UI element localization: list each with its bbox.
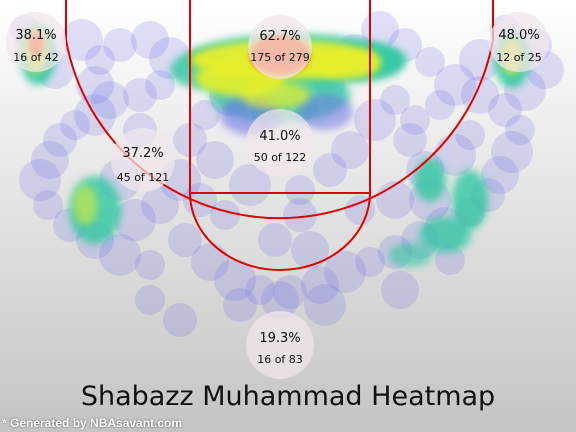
shot-bubble [91,81,129,119]
chart-title: Shabazz Muhammad Heatmap [80,381,496,412]
shot-bubble [434,64,476,106]
density-blob [419,217,471,253]
shot-bubble [245,275,275,305]
three-point-line [65,0,494,220]
shot-bubble [135,250,165,280]
shot-bubble [223,288,257,322]
shot-bubble [76,66,114,104]
density-blob [310,51,380,79]
zone-percentage: 19.3% [259,331,300,346]
zone-left-corner: 38.1% 16 of 42 [6,12,66,72]
shot-bubble [354,99,396,141]
zone-labels: 38.1% 16 of 42 62.7% 175 of 279 48.0% 12 of 2… [6,12,549,379]
shot-bubble [196,141,234,179]
density-blob [297,94,353,130]
shot-bubble [505,115,535,145]
shot-bubble [285,175,315,205]
shot-bubble [190,100,220,130]
density-blob [388,243,432,267]
shot-bubble [60,110,90,140]
shot-bubbles [10,11,564,337]
zone-circle [248,15,312,79]
zone-above-break-three: 19.3% 16 of 83 [246,311,314,379]
shot-bubble [434,134,476,176]
shot-bubble [313,153,347,187]
zone-right-corner: 48.0% 12 of 25 [489,12,549,72]
shot-bubble [481,156,519,194]
shot-bubble [85,45,115,75]
zone-percentage: 41.0% [259,129,300,144]
shot-bubble [210,200,240,230]
shot-bubble [425,90,455,120]
shot-bubble [393,123,427,157]
court-lines [65,0,494,271]
zone-percentage: 37.2% [122,146,163,161]
shot-bubble [291,231,329,269]
shot-bubble [141,186,179,224]
shot-bubble [61,19,103,61]
shot-bubble [488,93,522,127]
shot-bubble [31,141,69,179]
zone-restricted-area: 62.7% 175 of 279 [248,15,312,79]
shot-bubble [304,284,346,326]
zone-percentage: 38.1% [15,28,56,43]
shot-bubble [103,28,137,62]
density-blob [452,170,488,230]
shot-bubble [214,259,256,301]
shot-bubble [491,131,533,173]
shot-bubble [135,285,165,315]
shot-bubble [145,70,175,100]
zone-left-midrange: 37.2% 45 of 121 [111,128,175,192]
zone-made-attempts: 45 of 121 [117,171,170,184]
shot-bubble [380,85,410,115]
shot-bubble [258,223,292,257]
shot-bubble [415,47,445,77]
shot-bubble [19,159,61,201]
zone-circle [489,12,549,72]
density-blob [73,185,97,225]
zone-paint: 41.0% 50 of 122 [246,109,314,177]
zone-made-attempts: 16 of 42 [13,51,59,64]
shot-bubble [99,234,141,276]
shot-bubble [345,195,375,225]
zone-circle [111,128,175,192]
shot-bubble [381,271,419,309]
shot-bubble [355,247,385,277]
shot-bubble [191,243,229,281]
density-blob [414,158,446,202]
shot-bubble [229,164,271,206]
zone-made-attempts: 16 of 83 [257,353,303,366]
shot-bubble [400,105,430,135]
zone-made-attempts: 175 of 279 [250,51,310,64]
shot-bubble [43,123,77,157]
zone-made-attempts: 12 of 25 [496,51,542,64]
shot-bubble [331,131,369,169]
shot-bubble [301,266,339,304]
shot-bubble [455,120,485,150]
zone-made-attempts: 50 of 122 [254,151,307,164]
density-blob [240,81,310,109]
zone-circle [246,311,314,379]
shot-bubble [376,181,414,219]
shot-bubble [261,281,299,319]
zone-percentage: 48.0% [498,28,539,43]
zone-circle [6,12,66,72]
shot-bubble [168,223,202,257]
shot-bubble [123,78,157,112]
zone-percentage: 62.7% [259,29,300,44]
shot-bubble [273,275,307,309]
shot-bubble [114,199,156,241]
credit-text: * Generated by NBAsavant.com [2,416,183,430]
shot-bubble [131,21,169,59]
shot-bubble [324,251,366,293]
paint-lane [189,0,371,194]
shot-bubble [283,198,317,232]
shot-bubble [163,303,197,337]
shot-bubble [33,190,63,220]
free-throw-circle [189,192,371,271]
zone-circle [246,109,314,177]
